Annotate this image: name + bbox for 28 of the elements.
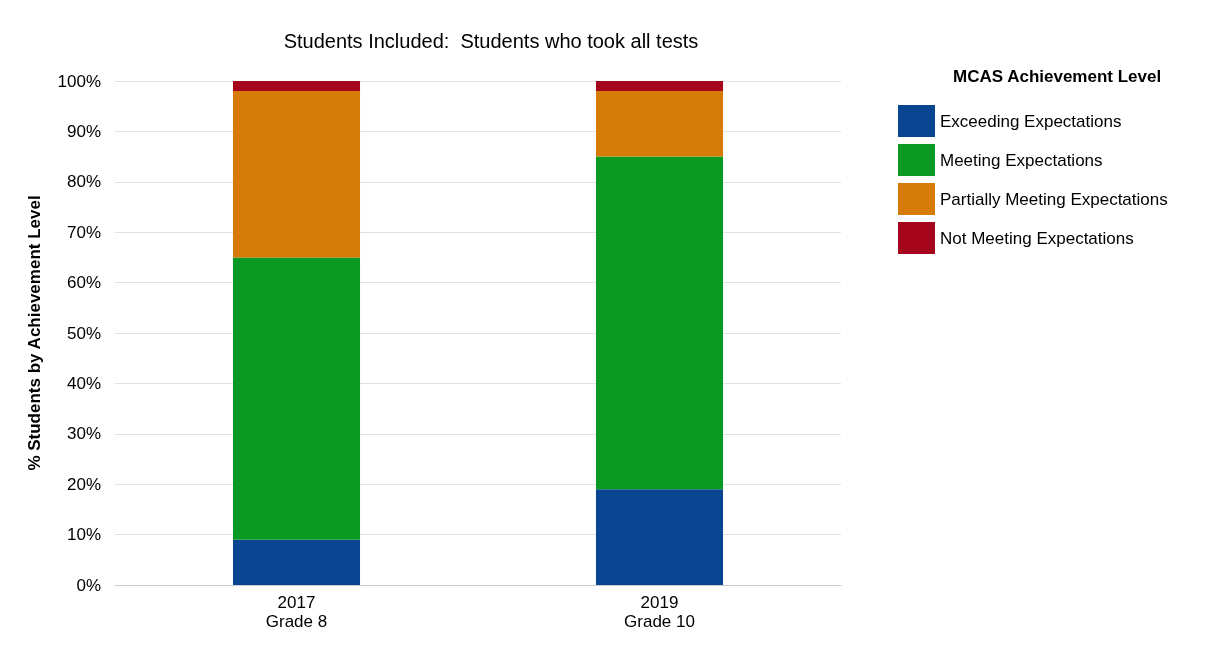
y-tick-label: 100% (57, 71, 101, 91)
y-tick-label: 10% (66, 525, 101, 545)
y-tick-label: 50% (66, 323, 101, 343)
bar (232, 257, 361, 540)
bar (595, 81, 724, 92)
legend-title: MCAS Achievement Level (953, 67, 1162, 86)
y-tick-label: 0% (76, 575, 101, 595)
legend-label: Exceeding Expectations (940, 111, 1122, 131)
bar (595, 91, 724, 157)
legend-label: Meeting Expectations (940, 150, 1103, 170)
x-tick-label: 2017 Grade 8 (265, 593, 328, 631)
bar (595, 489, 724, 585)
bar (232, 81, 361, 92)
y-tick-label: 40% (66, 373, 101, 393)
y-tick-label: 80% (66, 172, 101, 192)
legend-label: Partially Meeting Expectations (940, 189, 1168, 209)
legend-label: Not Meeting Expectations (940, 228, 1134, 248)
y-tick-label: 70% (66, 222, 101, 242)
chart-title: Students Included: Students who took all tests (283, 30, 699, 52)
y-tick-label: 20% (66, 474, 101, 494)
bar (232, 539, 361, 585)
y-tick-label: 90% (66, 121, 101, 141)
y-tick-label: 60% (66, 273, 101, 293)
x-tick-label: 2019 Grade 10 (624, 593, 695, 631)
bar (595, 156, 724, 490)
bar (232, 91, 361, 258)
y-tick-label: 30% (66, 424, 101, 444)
y-axis-title: % Students by Achievement Level (25, 195, 44, 471)
